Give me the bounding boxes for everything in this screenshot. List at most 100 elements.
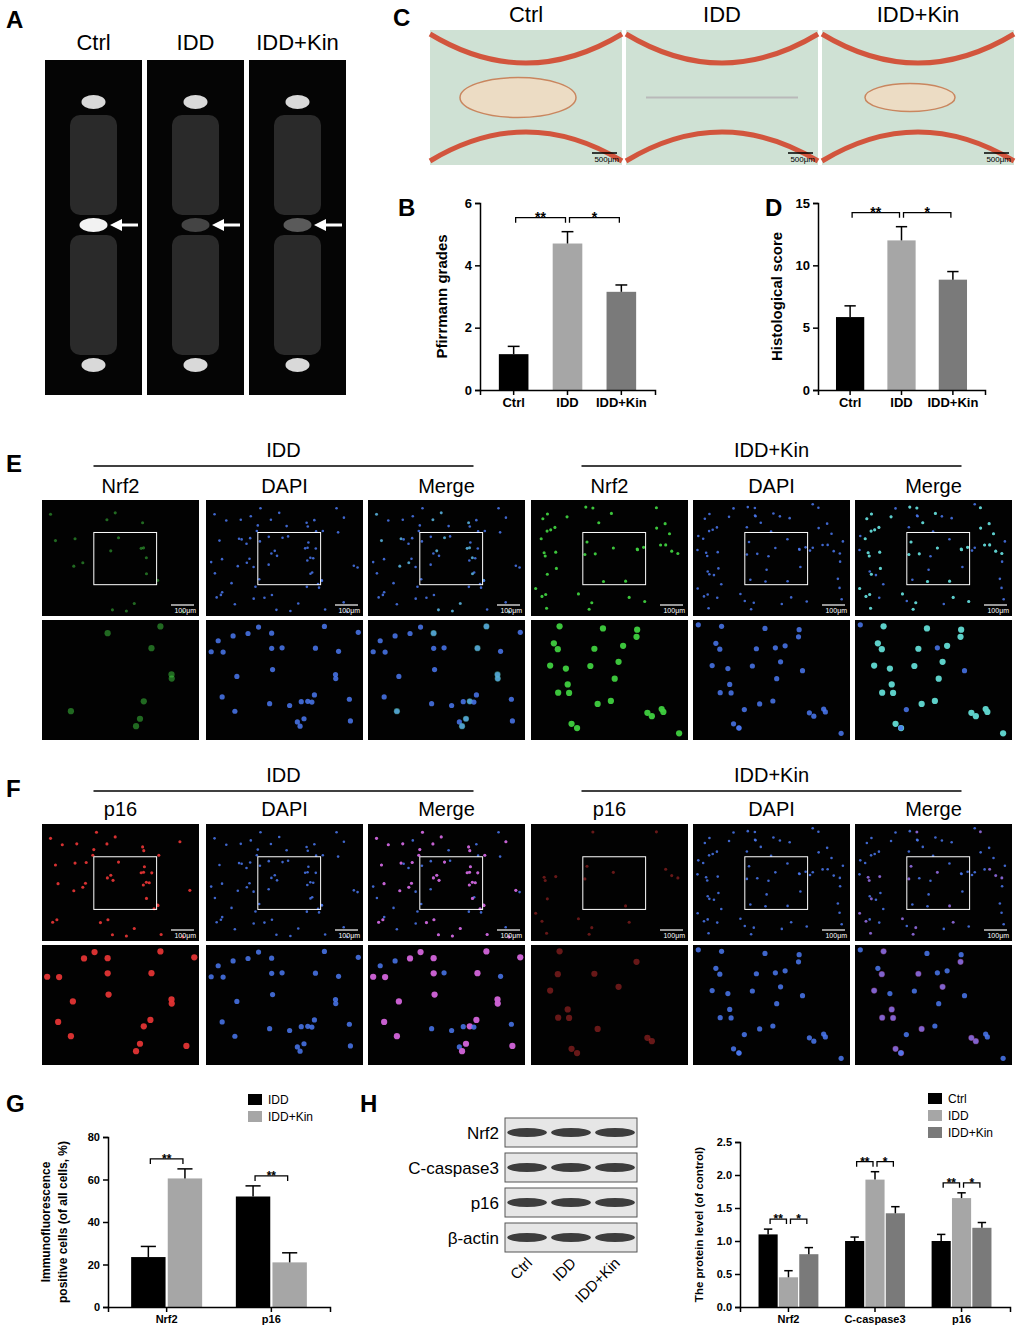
- nucleus-dot: [342, 926, 345, 929]
- signal-dot: [932, 698, 938, 704]
- nucleus-dot: [468, 525, 471, 528]
- signal-dot: [92, 848, 95, 851]
- signal-dot: [1000, 552, 1003, 555]
- nucleus-dot: [905, 600, 908, 603]
- signal-dot: [915, 971, 921, 977]
- nucleus-dot: [382, 1019, 387, 1024]
- nucleus-dot: [746, 526, 749, 529]
- nucleus-dot: [875, 641, 880, 646]
- tick-mark: [961, 1307, 963, 1312]
- signal-dot: [421, 831, 424, 834]
- nucleus-dot: [230, 582, 233, 585]
- nucleus-dot: [299, 699, 304, 704]
- nucleus-dot: [475, 971, 480, 976]
- nucleus-dot: [710, 988, 715, 993]
- nucleus-dot: [252, 890, 255, 893]
- signal-dot: [577, 592, 580, 595]
- nucleus-dot: [716, 526, 719, 529]
- nucleus-dot: [752, 926, 755, 929]
- nucleus-dot: [717, 647, 722, 652]
- nucleus-dot: [748, 541, 751, 544]
- scale-bar: [660, 929, 683, 930]
- error-cap: [978, 1222, 986, 1224]
- nucleus-dot: [706, 555, 709, 558]
- nucleus-dot: [271, 594, 274, 597]
- blot-strip: [505, 1153, 637, 1182]
- signal-dot: [926, 580, 929, 583]
- nucleus-dot: [221, 649, 226, 654]
- nucleus-dot: [767, 555, 770, 558]
- nucleus-dot: [739, 917, 742, 920]
- nucleus-dot: [1001, 552, 1004, 555]
- inset-box: [94, 857, 157, 910]
- nucleus-dot: [894, 507, 897, 510]
- nucleus-dot: [703, 595, 706, 598]
- x-tick: p16: [262, 1307, 281, 1325]
- nucleus-dot: [313, 519, 316, 522]
- signal-dot: [387, 843, 390, 846]
- nucleus-dot: [798, 548, 801, 551]
- signal-dot: [966, 546, 969, 549]
- signal-dot: [880, 948, 886, 954]
- nucleus-dot: [717, 892, 720, 895]
- signal-dot: [125, 609, 128, 612]
- signal-dot: [948, 904, 951, 907]
- signal-dot: [407, 955, 413, 961]
- figure-root: ACtrlIDDIDD+KinCCtrl500μmIDD500μmIDD+Kin…: [0, 0, 1020, 1333]
- nucleus-dot: [435, 874, 438, 877]
- nucleus-dot: [770, 698, 775, 703]
- nucleus-dot: [783, 643, 788, 648]
- nucleus-dot: [504, 926, 507, 929]
- nucleus-dot: [333, 672, 338, 677]
- blot-lane-label: Ctrl: [507, 1254, 536, 1283]
- nucleus-dot: [742, 1032, 747, 1037]
- nucleus-dot: [220, 594, 223, 597]
- nucleus-dot: [271, 919, 274, 922]
- signal-dot: [957, 634, 963, 640]
- signal-dot: [602, 580, 605, 583]
- nucleus-dot: [431, 956, 436, 961]
- nucleus-dot: [727, 1007, 732, 1012]
- scale-bar: [171, 929, 194, 930]
- error-bar: [252, 1186, 254, 1197]
- nucleus-dot: [817, 831, 820, 834]
- tick-mark: [813, 203, 818, 205]
- signal-dot: [967, 600, 970, 603]
- nucleus-dot: [471, 1024, 476, 1029]
- nucleus-dot: [878, 551, 881, 554]
- nucleus-dot: [866, 842, 869, 845]
- bar: [779, 1277, 798, 1307]
- fluorescence-image: [206, 824, 363, 941]
- signal-dot: [879, 971, 885, 977]
- tick-label: IDD+Kin: [927, 395, 978, 410]
- signal-dot: [459, 927, 462, 930]
- signal-dot: [898, 725, 904, 731]
- nucleus-dot: [865, 920, 868, 923]
- significance-label: **: [267, 1169, 277, 1183]
- significance-label: *: [796, 1212, 801, 1226]
- nucleus-dot: [281, 861, 284, 864]
- nucleus-dot: [879, 892, 882, 895]
- nucleus-dot: [392, 907, 395, 910]
- nucleus-dot: [804, 546, 807, 549]
- nucleus-dot: [463, 716, 468, 721]
- nucleus-dot: [859, 535, 862, 538]
- channel-header: Merge: [905, 475, 962, 497]
- signal-dot: [467, 845, 470, 848]
- histology-image: [822, 30, 1014, 165]
- signal-dot: [440, 511, 443, 514]
- nucleus-dot: [371, 974, 376, 979]
- signal-dot: [952, 596, 955, 599]
- nucleus-dot: [872, 663, 877, 668]
- nucleus-dot: [950, 841, 953, 844]
- signal-dot: [644, 710, 650, 716]
- signal-dot: [145, 897, 148, 900]
- signal-dot: [988, 543, 991, 546]
- nucleus-dot: [267, 888, 270, 891]
- nucleus-dot: [696, 622, 701, 627]
- nucleus-dot: [469, 541, 472, 544]
- signal-dot: [141, 845, 144, 848]
- nucleus-dot: [312, 1017, 317, 1022]
- channel-header: Merge: [418, 475, 475, 497]
- nucleus-dot: [471, 699, 476, 704]
